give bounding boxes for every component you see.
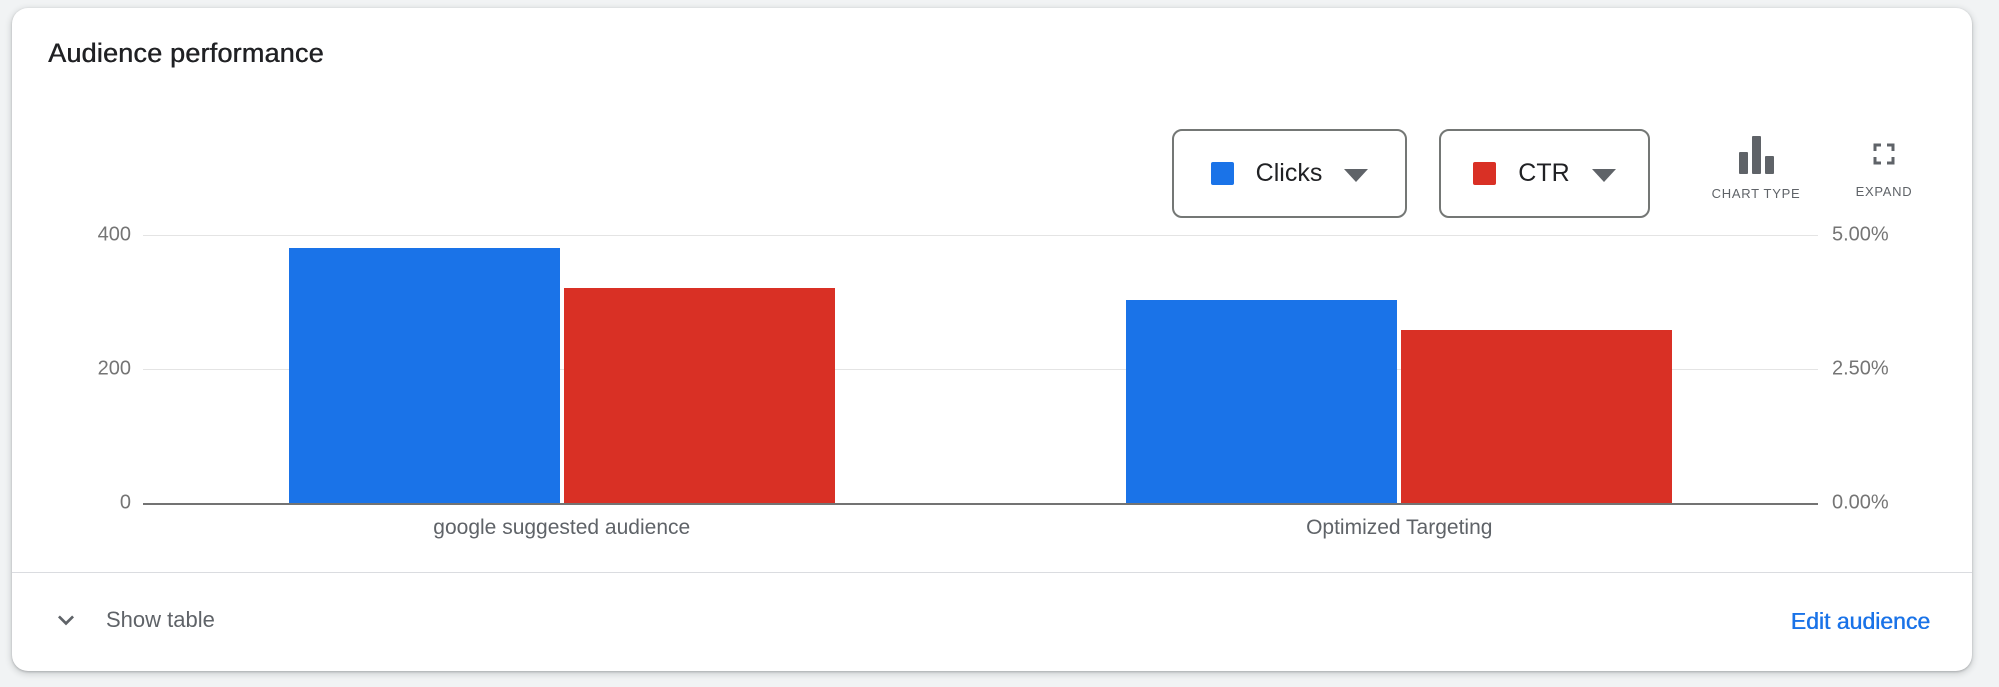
bar-ctr-google-suggested-audience[interactable] <box>563 287 835 503</box>
gridline <box>143 235 1818 236</box>
chart-type-label: CHART TYPE <box>1711 186 1801 201</box>
expand-button[interactable]: EXPAND <box>1814 136 1954 199</box>
y-axis-tick-right: 5.00% <box>1832 223 1889 246</box>
x-axis-category-label: Optimized Targeting <box>1306 516 1493 539</box>
chart-type-button[interactable]: CHART TYPE <box>1686 136 1826 201</box>
card-title: Audience performance <box>48 38 324 68</box>
expand-label: EXPAND <box>1855 184 1913 199</box>
y-axis-tick-right: 2.50% <box>1832 357 1889 380</box>
ctr-series-swatch <box>1473 162 1497 185</box>
footer-divider <box>12 572 1972 573</box>
bar-chart: 400 5.00% 200 2.50% 0 0.00% google suggested a… <box>12 8 1972 671</box>
x-axis-category-label: google suggested audience <box>433 516 691 539</box>
bar-ctr-optimized-targeting[interactable] <box>1401 330 1673 503</box>
y-axis-tick-left: 0 <box>119 491 131 514</box>
show-table-label: Show table <box>106 607 215 632</box>
bar-clicks-optimized-targeting[interactable] <box>1126 299 1398 503</box>
clicks-metric-label: Clicks <box>1255 159 1323 187</box>
y-axis-tick-left: 200 <box>97 357 131 380</box>
bar-clicks-google-suggested-audience[interactable] <box>288 248 560 503</box>
gridline <box>143 369 1818 370</box>
clicks-metric-selector[interactable]: Clicks <box>1172 129 1407 218</box>
y-axis-tick-left: 400 <box>97 223 131 246</box>
show-table-button[interactable]: Show table <box>50 604 215 636</box>
chevron-down-icon <box>1344 169 1369 182</box>
x-axis-line <box>143 503 1818 505</box>
chevron-down-icon <box>58 615 74 626</box>
bar-chart-icon <box>1738 136 1774 174</box>
y-axis-tick-right: 0.00% <box>1832 491 1889 514</box>
ctr-metric-selector[interactable]: CTR <box>1439 129 1650 218</box>
ctr-metric-label: CTR <box>1518 159 1570 187</box>
expand-icon <box>1873 143 1895 165</box>
chevron-down-icon <box>1591 169 1616 182</box>
audience-performance-card: Audience performance Clicks CTR CHART TY… <box>12 8 1972 671</box>
clicks-series-swatch <box>1210 162 1234 185</box>
edit-audience-link[interactable]: Edit audience <box>1790 608 1930 634</box>
